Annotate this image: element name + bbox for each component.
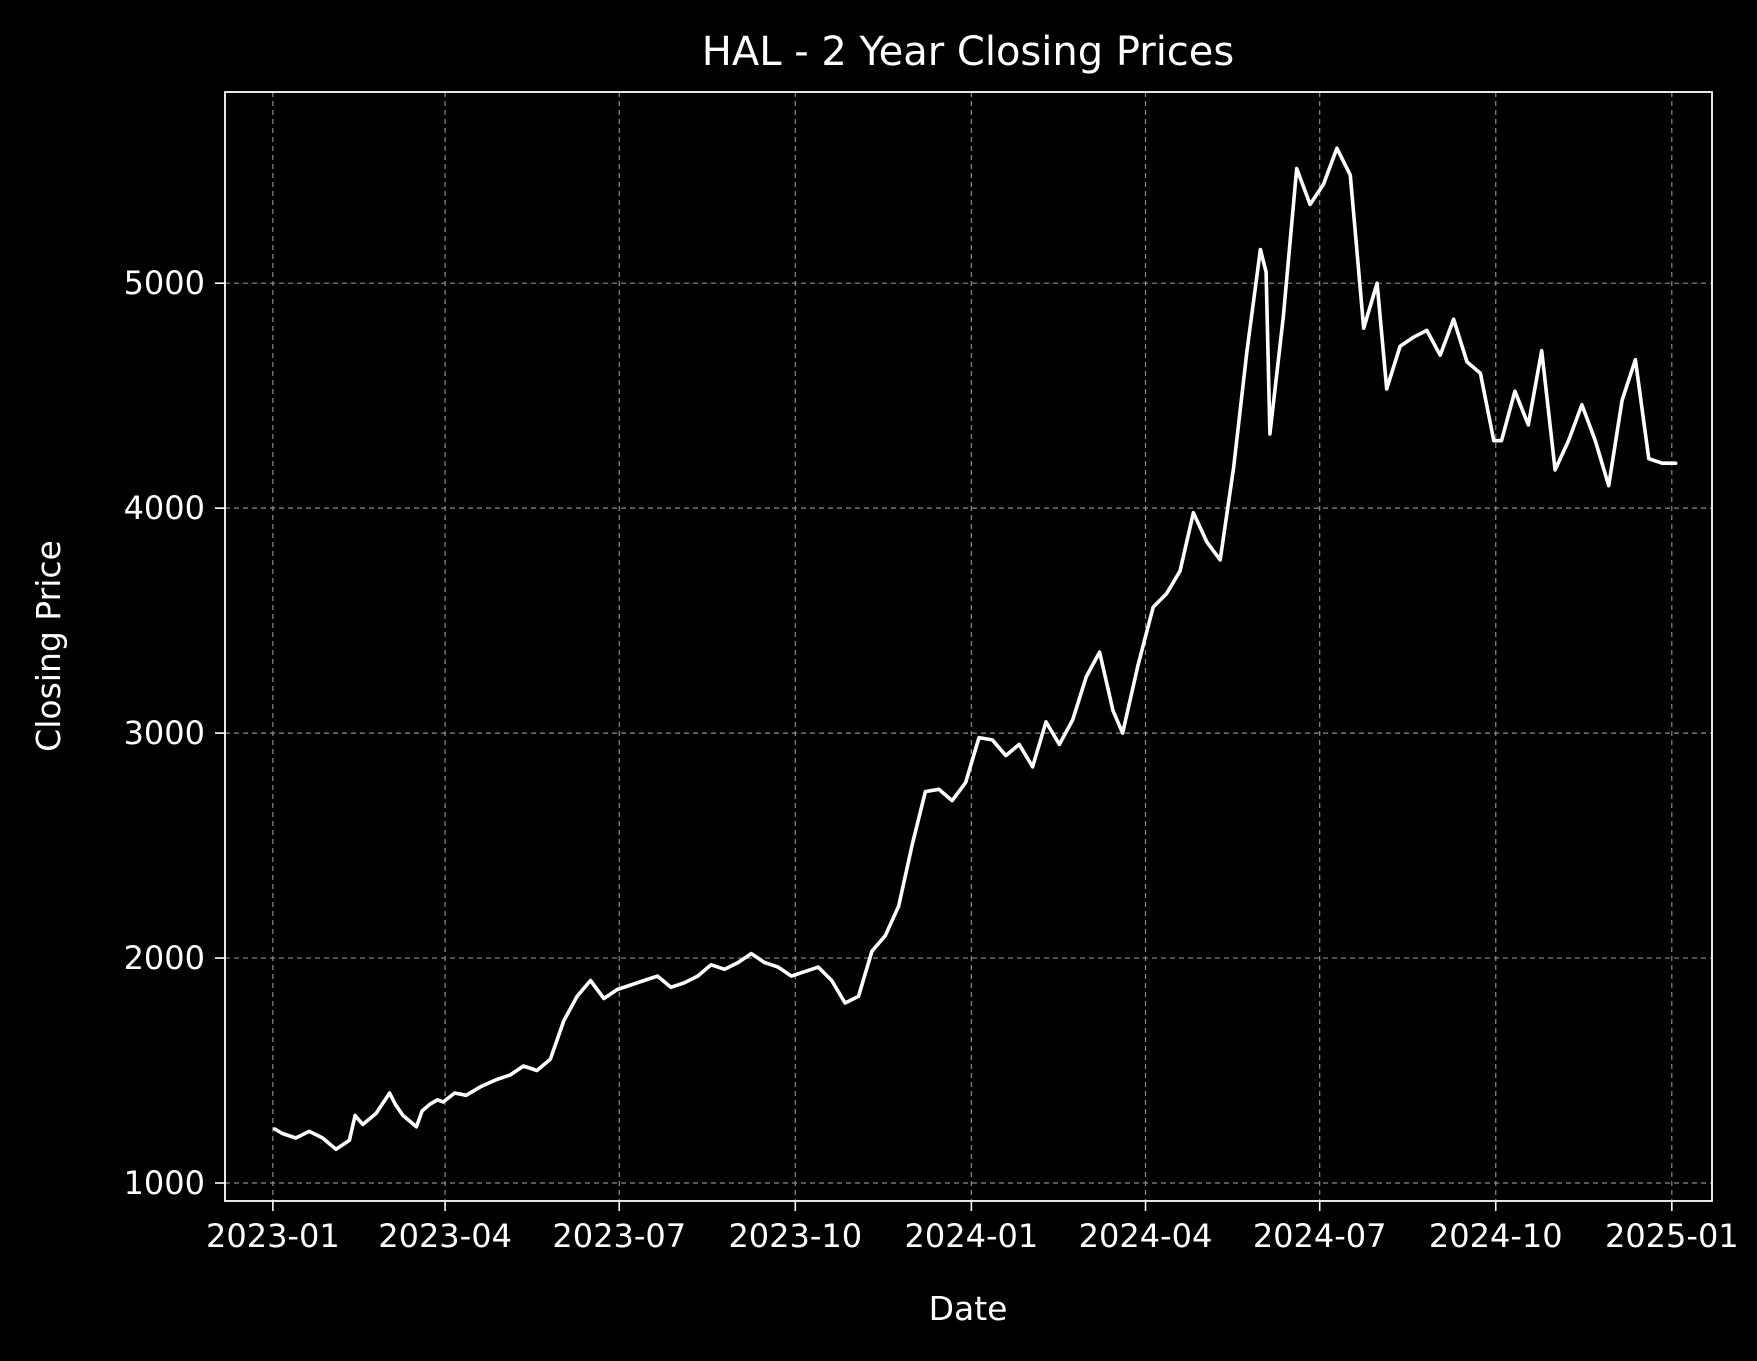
y-tick-label: 5000	[124, 264, 205, 302]
y-tick-label: 3000	[124, 714, 205, 752]
x-axis-title: Date	[929, 1289, 1008, 1328]
closing-price-line	[273, 146, 1678, 1152]
x-tick-label: 2024-07	[1253, 1217, 1387, 1255]
x-tick-label: 2024-10	[1429, 1217, 1563, 1255]
plot-frame	[224, 91, 1713, 1202]
x-tick-label: 2024-01	[905, 1217, 1039, 1255]
grid	[225, 92, 1712, 1201]
x-tick-label: 2024-04	[1079, 1217, 1213, 1255]
x-tick-label: 2023-07	[552, 1217, 686, 1255]
y-tick-label: 1000	[124, 1164, 205, 1202]
y-axis: 1000 2000 3000 4000 5000	[124, 264, 225, 1202]
y-tick-label: 2000	[124, 939, 205, 977]
x-tick-label: 2023-04	[378, 1217, 512, 1255]
x-tick-label: 2023-10	[728, 1217, 862, 1255]
x-axis: 2023-01 2023-04 2023-07 2023-10 2024-01 2024-…	[206, 1201, 1739, 1255]
y-tick-label: 4000	[124, 489, 205, 527]
x-tick-label: 2025-01	[1605, 1217, 1739, 1255]
y-axis-title: Closing Price	[29, 540, 68, 752]
x-tick-label: 2023-01	[206, 1217, 340, 1255]
chart-title: HAL - 2 Year Closing Prices	[702, 29, 1235, 75]
